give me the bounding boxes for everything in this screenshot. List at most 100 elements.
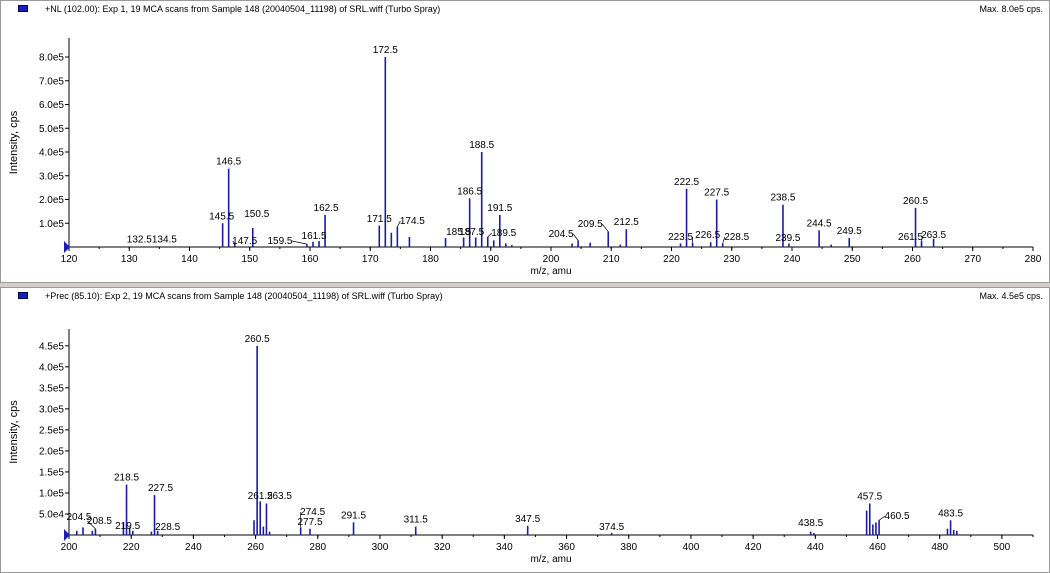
peak-label: 186.5 <box>457 186 482 197</box>
x-tick-label: 130 <box>121 254 138 265</box>
peak-label: 291.5 <box>341 510 366 521</box>
peak-label-leader <box>572 233 579 241</box>
y-tick-label: 1.0e5 <box>39 219 64 230</box>
y-tick-label: 2.0e5 <box>39 195 64 206</box>
x-tick-label: 190 <box>482 254 499 265</box>
peak-label-leader <box>291 240 308 245</box>
x-tick-label: 280 <box>1025 254 1042 265</box>
peak-label-leader <box>601 223 609 232</box>
peak-label: 223.5 <box>668 232 693 243</box>
x-tick-label: 360 <box>558 542 575 553</box>
peak-label-leader <box>878 515 886 521</box>
peak-label: 226.5 <box>695 230 720 241</box>
peak-label: 227.5 <box>148 483 173 494</box>
peak-label: 227.5 <box>704 188 729 199</box>
peak-label: 228.5 <box>155 522 180 533</box>
x-tick-label: 180 <box>422 254 439 265</box>
peak-label: 159.5 <box>267 236 292 247</box>
x-tick-label: 220 <box>123 542 140 553</box>
y-tick-label: 6.0e5 <box>39 100 64 111</box>
peak-label: 191.5 <box>487 203 512 214</box>
x-tick-label: 160 <box>302 254 319 265</box>
peak-label: 204.5 <box>549 229 574 240</box>
peak-label: 189.5 <box>491 228 516 239</box>
peak-label: 438.5 <box>798 518 823 529</box>
x-tick-label: 340 <box>496 542 513 553</box>
x-tick-label: 280 <box>309 542 326 553</box>
peak-label: 147.5 <box>232 236 257 247</box>
y-tick-label: 4.0e5 <box>39 148 64 159</box>
x-tick-label: 380 <box>620 542 637 553</box>
peak-label: 134.5 <box>152 234 177 245</box>
peak-label: 261.5 <box>248 491 273 502</box>
peak-label: 174.5 <box>400 216 425 227</box>
peak-label: 172.5 <box>373 45 398 56</box>
peak-label: 263.5 <box>267 491 292 502</box>
y-axis-title: Intensity, cps <box>8 400 20 464</box>
trace-title: +NL (102.00): Exp 1, 19 MCA scans from S… <box>45 4 441 14</box>
x-tick-label: 500 <box>994 542 1011 553</box>
y-tick-label: 5.0e5 <box>39 124 64 135</box>
peak-label-leader <box>87 520 96 529</box>
peak-label-leader <box>487 232 492 238</box>
x-tick-label: 480 <box>931 542 948 553</box>
x-tick-label: 240 <box>185 542 202 553</box>
peak-label: 171.5 <box>367 214 392 225</box>
peak-label: 145.5 <box>209 211 234 222</box>
peak-label: 274.5 <box>300 507 325 518</box>
x-tick-label: 210 <box>603 254 620 265</box>
x-tick-label: 200 <box>61 542 78 553</box>
trace-title: +Prec (85.10): Exp 2, 19 MCA scans from … <box>45 291 443 301</box>
peak-label-leader <box>397 220 401 227</box>
x-axis-title: m/z, amu <box>530 554 571 565</box>
y-tick-label: 5.0e4 <box>39 509 64 520</box>
x-tick-label: 420 <box>745 542 762 553</box>
peak-label: 260.5 <box>245 334 270 345</box>
origin-marker-icon <box>64 529 70 541</box>
spectrum-panel-prec: +Prec (85.10): Exp 2, 19 MCA scans from … <box>0 287 1050 573</box>
peak-label: 239.5 <box>775 233 800 244</box>
peak-label: 483.5 <box>938 508 963 519</box>
trace-color-swatch <box>18 292 28 299</box>
spectrum-plot-nl[interactable]: 120 130 140 150 160 170 180 190 200 210 220 230 240 2… <box>1 1 1049 282</box>
peak-label: 204.5 <box>66 512 91 523</box>
x-tick-label: 300 <box>372 542 389 553</box>
y-axis-title: Intensity, cps <box>8 110 20 174</box>
peak-label: 249.5 <box>837 226 862 237</box>
x-tick-label: 140 <box>181 254 198 265</box>
peak-label: 244.5 <box>807 218 832 229</box>
x-tick-label: 260 <box>904 254 921 265</box>
peak-label: 188.5 <box>469 140 494 151</box>
peak-label-leader <box>921 236 923 242</box>
origin-marker-icon <box>64 241 70 253</box>
peak-label: 162.5 <box>314 203 339 214</box>
panel-header: +NL (102.00): Exp 1, 19 MCA scans from S… <box>1 1 1049 17</box>
peak-label: 311.5 <box>404 515 429 526</box>
peak-label: 222.5 <box>674 177 699 188</box>
peak-label: 212.5 <box>614 217 639 228</box>
peak-label: 161.5 <box>302 231 327 242</box>
y-tick-label: 2.5e5 <box>39 425 64 436</box>
x-tick-label: 400 <box>683 542 700 553</box>
max-intensity-label: Max. 4.5e5 cps. <box>979 291 1043 301</box>
peak-label: 208.5 <box>87 516 112 527</box>
peak-label: 460.5 <box>885 511 910 522</box>
peak-label: 263.5 <box>921 230 946 241</box>
y-tick-label: 7.0e5 <box>39 76 64 87</box>
peak-label: 260.5 <box>903 196 928 207</box>
spectrum-panel-nl: +NL (102.00): Exp 1, 19 MCA scans from S… <box>0 0 1050 283</box>
y-tick-label: 1.5e5 <box>39 467 64 478</box>
y-tick-label: 3.0e5 <box>39 404 64 415</box>
peak-label: 347.5 <box>515 514 540 525</box>
x-tick-label: 200 <box>543 254 560 265</box>
y-tick-label: 4.0e5 <box>39 362 64 373</box>
peak-label: 228.5 <box>724 232 749 243</box>
y-tick-label: 4.5e5 <box>39 341 64 352</box>
x-tick-label: 440 <box>807 542 824 553</box>
y-tick-label: 2.0e5 <box>39 446 64 457</box>
peak-label: 374.5 <box>599 522 624 533</box>
spectrum-plot-prec[interactable]: 200 220 240 260 280 300 320 340 360 380 400 420 440 4… <box>1 288 1049 572</box>
peak-label: 261.5 <box>898 232 923 243</box>
x-tick-label: 240 <box>784 254 801 265</box>
x-tick-label: 260 <box>247 542 264 553</box>
